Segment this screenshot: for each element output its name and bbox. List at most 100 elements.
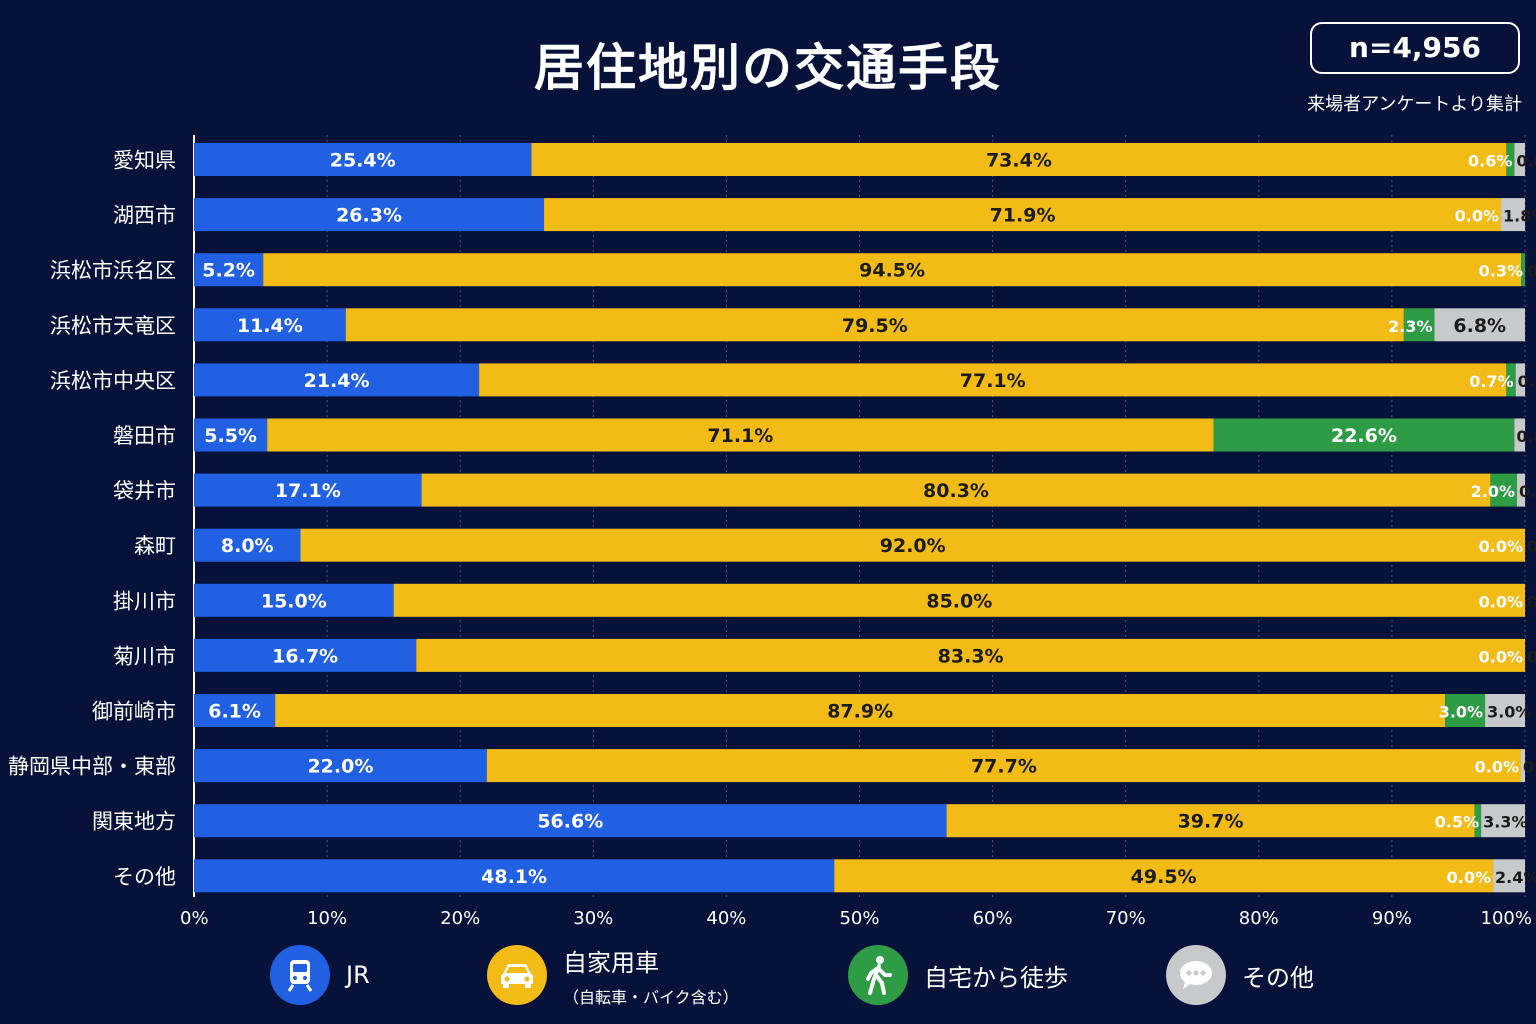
bar-jr bbox=[194, 859, 835, 893]
data-label-car: 83.3% bbox=[938, 645, 1004, 667]
data-label-car: 79.5% bbox=[842, 315, 908, 337]
x-tick-label: 40% bbox=[706, 908, 746, 929]
x-tick-label: 20% bbox=[440, 908, 480, 929]
category-label: 関東地方 bbox=[92, 810, 176, 834]
bar-other bbox=[1501, 198, 1525, 232]
category-label: 浜松市中央区 bbox=[50, 369, 176, 393]
data-label-car: 92.0% bbox=[880, 535, 946, 557]
data-label-walk: 0.0% bbox=[1475, 758, 1519, 777]
data-label-other: 0.3% bbox=[1523, 758, 1536, 777]
data-label-car: 73.4% bbox=[986, 150, 1052, 172]
data-label-jr: 11.4% bbox=[237, 315, 303, 337]
bar-car bbox=[267, 418, 1214, 452]
data-label-jr: 26.3% bbox=[336, 205, 402, 227]
bar-other bbox=[1481, 804, 1525, 838]
data-label-jr: 16.7% bbox=[272, 645, 338, 667]
category-label: 浜松市天竜区 bbox=[50, 314, 176, 338]
data-label-other: 1.8% bbox=[1503, 207, 1536, 226]
data-label-jr: 48.1% bbox=[481, 866, 547, 888]
data-label-jr: 56.6% bbox=[537, 811, 603, 833]
x-tick-label: 10% bbox=[307, 908, 347, 929]
bar-jr bbox=[194, 473, 422, 507]
data-label-other: 0.0% bbox=[1527, 262, 1536, 281]
bar-jr bbox=[194, 308, 346, 342]
bar-jr bbox=[194, 749, 487, 783]
data-label-jr: 17.1% bbox=[275, 480, 341, 502]
data-label-walk: 0.6% bbox=[1468, 152, 1512, 171]
source-note: 来場者アンケートより集計 bbox=[1307, 94, 1522, 115]
data-label-walk: 0.0% bbox=[1479, 537, 1523, 556]
bar-car bbox=[300, 528, 1526, 562]
walking-person-icon bbox=[848, 945, 908, 1005]
data-label-walk: 22.6% bbox=[1331, 425, 1397, 447]
bar-car bbox=[263, 253, 1522, 287]
legend-label-other: その他 bbox=[1242, 963, 1314, 992]
stacked-bar-chart: 0% 10% 20% 30% 40% 50% 60% 70% 80% 90% 100% 愛知県 25.4… bbox=[8, 135, 1536, 929]
data-label-car: 71.1% bbox=[707, 425, 773, 447]
x-tick-label: 60% bbox=[973, 908, 1013, 929]
bar-other bbox=[1493, 859, 1525, 893]
category-label: 静岡県中部・東部 bbox=[8, 755, 176, 779]
category-label: 愛知県 bbox=[113, 149, 176, 173]
data-label-walk: 2.3% bbox=[1388, 317, 1432, 336]
data-label-jr: 22.0% bbox=[307, 756, 373, 778]
data-label-other: 0.8% bbox=[1516, 152, 1536, 171]
legend-item-walk: 自宅から徒歩 bbox=[848, 940, 1068, 1010]
data-label-car: 85.0% bbox=[926, 590, 992, 612]
bar-jr bbox=[194, 694, 276, 727]
data-label-car: 77.1% bbox=[960, 370, 1026, 392]
bar-walk bbox=[1213, 418, 1515, 452]
bar-car bbox=[946, 804, 1475, 838]
bar-other bbox=[1515, 363, 1525, 397]
category-label: 菊川市 bbox=[113, 644, 176, 668]
legend-item-car: 自家用車 （自転車・バイク含む） bbox=[487, 940, 739, 1010]
data-label-jr: 5.5% bbox=[204, 425, 257, 447]
bar-car bbox=[345, 308, 1404, 342]
bar-walk bbox=[1403, 308, 1435, 342]
data-label-walk: 0.0% bbox=[1447, 868, 1491, 887]
data-label-other: 0.6% bbox=[1519, 482, 1536, 501]
chart-title: 居住地別の交通手段 bbox=[534, 39, 1002, 97]
sample-size-badge: n=4,956 bbox=[1310, 22, 1520, 74]
data-label-walk: 0.0% bbox=[1479, 647, 1523, 666]
bar-other bbox=[1517, 473, 1525, 507]
x-tick-label: 30% bbox=[573, 908, 613, 929]
category-label: 森町 bbox=[134, 534, 176, 558]
data-label-car: 71.9% bbox=[990, 205, 1056, 227]
data-label-jr: 6.1% bbox=[208, 701, 261, 723]
data-label-jr: 8.0% bbox=[221, 535, 274, 557]
data-label-jr: 5.2% bbox=[202, 260, 255, 282]
bar-jr bbox=[194, 198, 545, 232]
data-label-walk: 0.3% bbox=[1479, 262, 1523, 281]
category-label: 御前崎市 bbox=[92, 700, 176, 724]
data-label-other: 3.0% bbox=[1487, 703, 1531, 722]
car-icon bbox=[487, 945, 547, 1005]
bar-walk bbox=[1474, 804, 1482, 838]
data-label-other: 0.0% bbox=[1527, 537, 1536, 556]
category-label: 湖西市 bbox=[113, 204, 176, 228]
bar-other bbox=[1434, 308, 1525, 342]
bar-jr bbox=[194, 804, 947, 838]
x-tick-label: 50% bbox=[839, 908, 879, 929]
bar-other bbox=[1485, 694, 1525, 727]
data-label-jr: 21.4% bbox=[304, 370, 370, 392]
legend-label-walk: 自宅から徒歩 bbox=[924, 963, 1068, 992]
legend-item-other: その他 bbox=[1166, 940, 1314, 1010]
category-label: 袋井市 bbox=[113, 479, 176, 503]
data-label-other: 0.0% bbox=[1527, 592, 1536, 611]
bar-jr bbox=[194, 418, 268, 452]
x-tick-label: 70% bbox=[1106, 908, 1146, 929]
bar-car bbox=[421, 473, 1491, 507]
data-label-car: 94.5% bbox=[859, 260, 925, 282]
data-label-car: 80.3% bbox=[923, 480, 989, 502]
bar-jr bbox=[194, 363, 480, 397]
category-label: 浜松市浜名区 bbox=[50, 259, 176, 283]
legend-label-car: 自家用車 bbox=[563, 948, 659, 977]
data-label-walk: 3.0% bbox=[1439, 703, 1483, 722]
data-label-car: 49.5% bbox=[1131, 866, 1197, 888]
bar-walk bbox=[1521, 253, 1525, 287]
bar-jr bbox=[194, 583, 394, 617]
bar-car bbox=[416, 638, 1526, 672]
data-label-car: 87.9% bbox=[827, 701, 893, 723]
legend-label-jr: JR bbox=[346, 961, 370, 989]
